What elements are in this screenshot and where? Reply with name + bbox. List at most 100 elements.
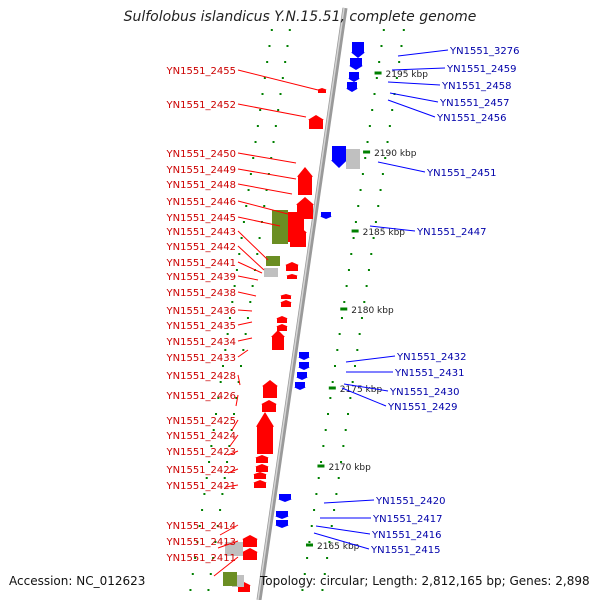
left-gene-label: YN1551_2443 [166, 227, 237, 238]
left-gene-label: YN1551_2436 [166, 306, 237, 317]
forward-gene [297, 167, 313, 195]
rna-gene [266, 256, 280, 266]
left-gene-label: YN1551_2438 [166, 288, 237, 299]
pseudo-gene [346, 149, 360, 169]
reverse-gene [298, 362, 310, 370]
inner-left-tick [246, 317, 249, 319]
scale-marker [317, 464, 325, 468]
right-label-leader [389, 92, 439, 103]
inner-right-tick [366, 141, 369, 143]
inner-left-tick [281, 77, 284, 79]
outer-right-tick [384, 157, 387, 159]
reverse-gene [275, 511, 289, 519]
scale-label: 2170 kbp [328, 463, 371, 473]
inner-left-tick [209, 573, 212, 575]
left-gene-label: YN1551_2441 [166, 258, 237, 269]
inner-right-tick [380, 45, 383, 47]
inner-right-tick [382, 29, 385, 31]
right-gene-label: YN1551_2415 [370, 545, 441, 556]
inner-right-tick [322, 445, 325, 447]
reverse-gene [351, 42, 365, 58]
left-label-leader [237, 337, 253, 342]
inner-right-tick [368, 125, 371, 127]
left-label-leader [237, 321, 253, 326]
right-gene-label: YN1551_2458 [441, 81, 512, 92]
inner-left-tick [279, 93, 282, 95]
reverse-gene [349, 58, 363, 70]
outer-right-tick [321, 589, 324, 591]
left-label-leader [213, 556, 239, 577]
inner-right-tick [331, 381, 334, 383]
outer-left-tick [215, 413, 218, 415]
forward-gene [255, 464, 269, 472]
right-gene-label: YN1551_2451 [426, 168, 497, 179]
scale-label: 2165 kbp [317, 542, 360, 552]
right-gene-label: YN1551_2459 [446, 64, 517, 75]
inner-right-tick [308, 541, 311, 543]
reverse-gene [278, 494, 292, 502]
right-gene-label: YN1551_2429 [387, 402, 458, 413]
outer-left-tick [219, 381, 222, 383]
forward-gene [285, 262, 299, 271]
left-label-leader [217, 540, 239, 549]
reverse-gene [275, 520, 289, 528]
inner-right-tick [343, 301, 346, 303]
inner-right-tick [306, 557, 309, 559]
outer-left-tick [221, 365, 224, 367]
right-gene-label: YN1551_2431 [394, 368, 465, 379]
right-label-leader [341, 387, 387, 407]
outer-left-tick [231, 301, 234, 303]
inner-right-tick [336, 349, 339, 351]
left-label-leader [237, 291, 257, 297]
left-label-leader [237, 152, 297, 164]
reverse-gene [296, 372, 308, 380]
inner-left-tick [226, 461, 229, 463]
outer-left-tick [201, 509, 204, 511]
left-label-leader [237, 69, 319, 91]
inner-right-tick [310, 525, 313, 527]
left-label-leader [237, 103, 307, 118]
left-gene-label: YN1551_2448 [166, 180, 237, 191]
inner-right-tick [301, 589, 304, 591]
outer-right-tick [388, 125, 391, 127]
inner-left-tick [256, 253, 259, 255]
outer-right-tick [386, 141, 389, 143]
inner-left-tick [265, 189, 268, 191]
inner-left-tick [207, 589, 210, 591]
right-gene-label: YN1551_2457 [439, 98, 510, 109]
reverse-gene [331, 146, 347, 168]
inner-right-tick [303, 573, 306, 575]
rna-gene [223, 572, 237, 586]
topology-text: Topology: circular; Length: 2,812,165 bp… [260, 574, 590, 588]
right-gene-label: YN1551_2420 [375, 496, 446, 507]
forward-gene [276, 324, 288, 331]
outer-right-tick [381, 173, 384, 175]
inner-left-tick [249, 301, 252, 303]
right-gene-label: YN1551_2417 [372, 514, 443, 525]
inner-right-tick [375, 77, 378, 79]
right-gene-label: YN1551_2447 [416, 227, 487, 238]
inner-right-tick [315, 493, 318, 495]
outer-right-tick [370, 253, 373, 255]
inner-right-tick [357, 205, 360, 207]
outer-right-tick [356, 349, 359, 351]
left-gene-label: YN1551_2442 [166, 242, 237, 253]
genome-axis [256, 7, 348, 601]
forward-gene [253, 472, 267, 479]
outer-right-tick [342, 445, 345, 447]
left-gene-label: YN1551_2445 [166, 213, 237, 224]
inner-left-tick [251, 285, 254, 287]
right-label-leader [313, 532, 370, 550]
outer-left-tick [194, 557, 197, 559]
inner-left-tick [235, 397, 238, 399]
left-label-leader [237, 200, 289, 215]
outer-left-tick [245, 205, 248, 207]
outer-right-tick [344, 429, 347, 431]
forward-gene [280, 294, 292, 299]
left-label-leader [237, 374, 241, 386]
forward-gene [317, 88, 327, 93]
pseudo-gene [225, 542, 243, 556]
scale-marker [305, 543, 313, 547]
inner-left-tick [237, 381, 240, 383]
